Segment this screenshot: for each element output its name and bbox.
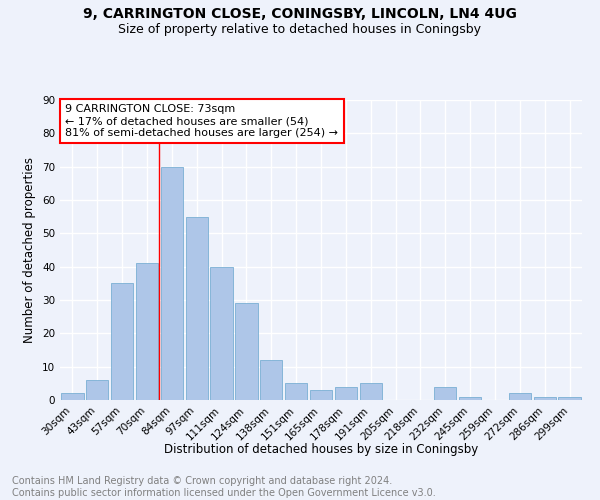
Y-axis label: Number of detached properties: Number of detached properties: [23, 157, 37, 343]
Bar: [434, 386, 457, 400]
Bar: [335, 386, 357, 400]
Bar: [235, 304, 257, 400]
Bar: [359, 384, 382, 400]
Bar: [285, 384, 307, 400]
Bar: [310, 390, 332, 400]
Bar: [260, 360, 283, 400]
Text: Contains HM Land Registry data © Crown copyright and database right 2024.
Contai: Contains HM Land Registry data © Crown c…: [12, 476, 436, 498]
Bar: [136, 264, 158, 400]
Text: 9, CARRINGTON CLOSE, CONINGSBY, LINCOLN, LN4 4UG: 9, CARRINGTON CLOSE, CONINGSBY, LINCOLN,…: [83, 8, 517, 22]
Text: Size of property relative to detached houses in Coningsby: Size of property relative to detached ho…: [119, 22, 482, 36]
Bar: [61, 394, 83, 400]
Bar: [459, 396, 481, 400]
Bar: [86, 380, 109, 400]
Text: Distribution of detached houses by size in Coningsby: Distribution of detached houses by size …: [164, 442, 478, 456]
Text: 9 CARRINGTON CLOSE: 73sqm
← 17% of detached houses are smaller (54)
81% of semi-: 9 CARRINGTON CLOSE: 73sqm ← 17% of detac…: [65, 104, 338, 138]
Bar: [161, 166, 183, 400]
Bar: [211, 266, 233, 400]
Bar: [559, 396, 581, 400]
Bar: [533, 396, 556, 400]
Bar: [111, 284, 133, 400]
Bar: [185, 216, 208, 400]
Bar: [509, 394, 531, 400]
